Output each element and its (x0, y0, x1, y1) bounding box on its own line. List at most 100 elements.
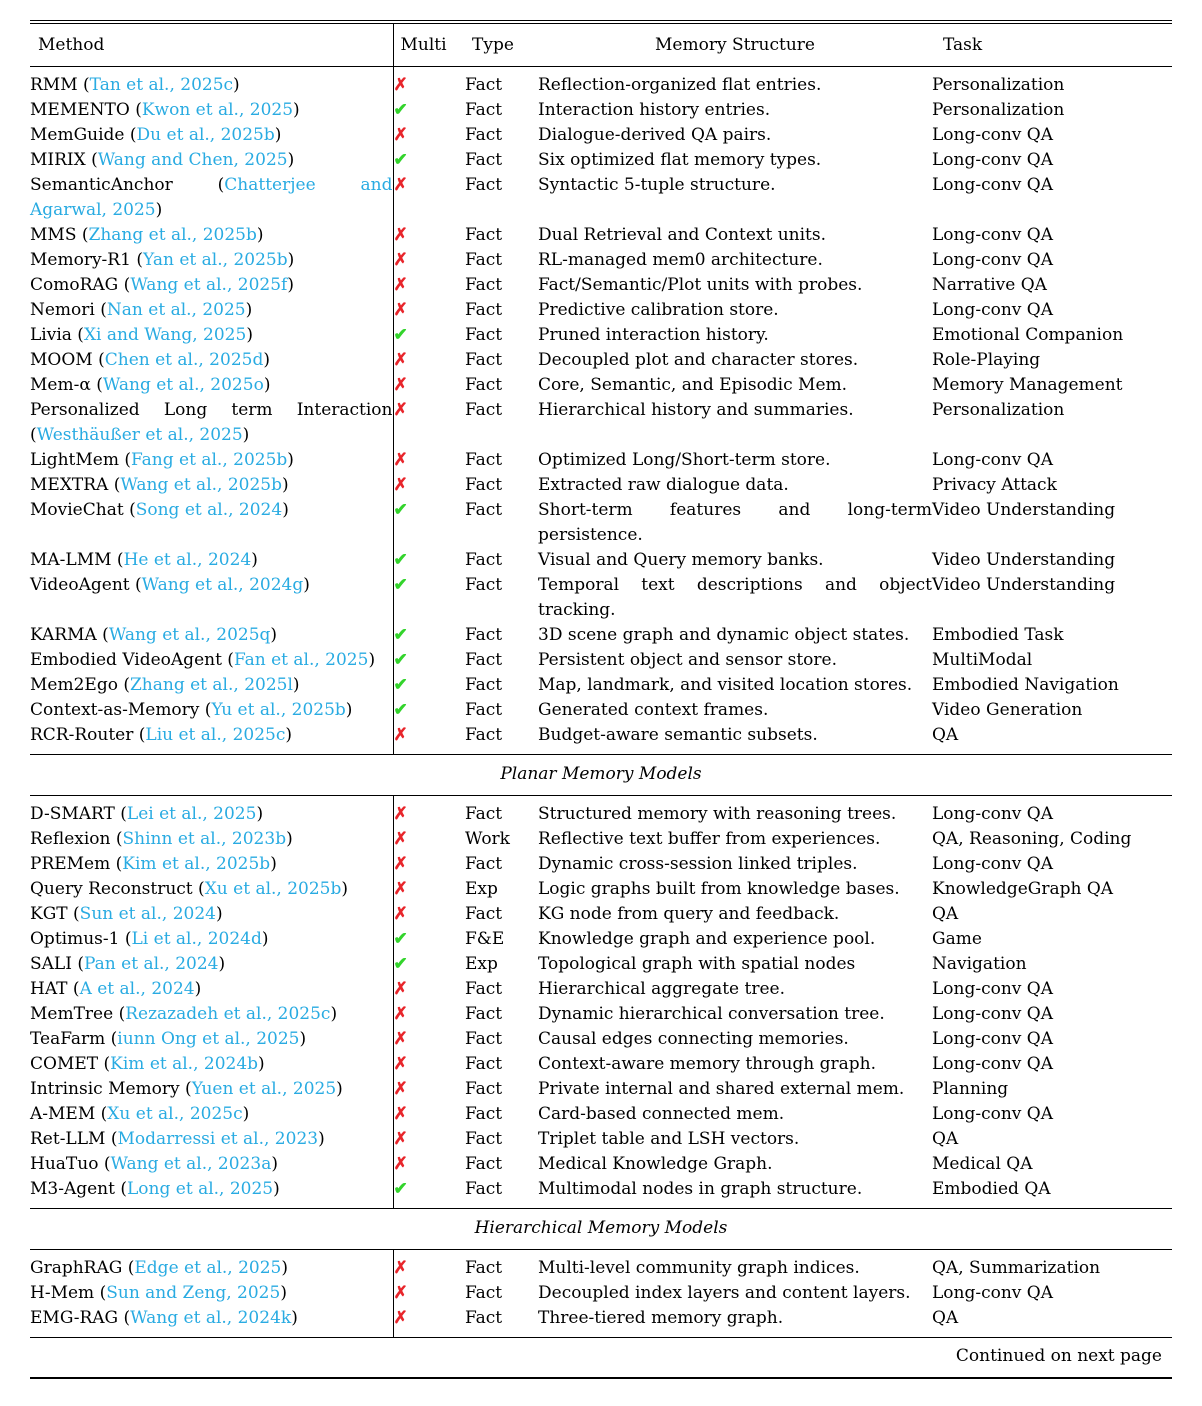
task-cell: Embodied QA (932, 1179, 1051, 1199)
memory-structure-cell: Causal edges connecting memories. (538, 1029, 849, 1049)
type-cell: Exp (465, 954, 498, 974)
memory-structure-cell: Dialogue-derived QA pairs. (538, 125, 772, 145)
citation-link[interactable]: Nan et al., 2025 (106, 300, 246, 320)
cross-icon: ✗ (393, 854, 408, 874)
check-icon: ✔ (393, 325, 408, 345)
table-row: Reflexion (Shinn et al., 2023b) ✗ Work Refl… (30, 827, 1172, 852)
citation-link[interactable]: Chatterjee and Agarwal, 2025 (30, 175, 393, 220)
memory-structure-cell: Reflection-organized flat entries. (538, 75, 822, 95)
type-cell: Fact (465, 1154, 503, 1174)
memory-structure-cell: 3D scene graph and dynamic object states… (538, 625, 910, 645)
cross-icon: ✗ (393, 400, 408, 420)
task-cell: QA, Summarization (932, 1258, 1101, 1278)
method-name: SemanticAnchor (30, 175, 173, 195)
citation-link[interactable]: He et al., 2024 (123, 550, 252, 570)
cross-icon: ✗ (393, 275, 408, 295)
citation-link[interactable]: Yan et al., 2025b (142, 250, 288, 270)
section-title: Hierarchical Memory Models (30, 1208, 1172, 1250)
citation-link[interactable]: Wang et al., 2025f (130, 275, 288, 295)
citation-link[interactable]: Kim et al., 2024b (110, 1054, 259, 1074)
citation-link[interactable]: Sun and Zeng, 2025 (106, 1283, 281, 1303)
check-icon: ✔ (393, 675, 408, 695)
citation-link[interactable]: Song et al., 2024 (135, 500, 283, 520)
citation-link[interactable]: Wang et al., 2025b (120, 475, 282, 495)
method-name: Nemori (30, 300, 95, 320)
citation-link[interactable]: Edge et al., 2025 (134, 1258, 282, 1278)
task-cell: Embodied Navigation (932, 675, 1119, 695)
citation-link[interactable]: Kwon et al., 2025 (141, 100, 294, 120)
citation-close-paren: ) (287, 275, 294, 295)
table-row: RCR-Router (Liu et al., 2025c) ✗ Fact Budge… (30, 723, 1172, 755)
citation-link[interactable]: iunn Ong et al., 2025 (117, 1029, 300, 1049)
memory-structure-cell: Six optimized flat memory types. (538, 150, 822, 170)
citation-link[interactable]: Yu et al., 2025b (211, 700, 346, 720)
citation-link[interactable]: Fan et al., 2025 (233, 650, 369, 670)
type-cell: Fact (465, 175, 503, 195)
citation-close-paren: ) (215, 904, 223, 924)
memory-structure-cell: Private internal and shared external mem… (538, 1079, 905, 1099)
method-cell: HuaTuo (Wang et al., 2023a) (30, 1152, 393, 1177)
multi-cell: ✗ (392, 66, 465, 98)
type-cell: Work (465, 829, 510, 849)
table-row: H-Mem (Sun and Zeng, 2025) ✗ Fact Decoupled… (30, 1281, 1172, 1306)
citation-link[interactable]: Xu et al., 2025b (204, 879, 342, 899)
memory-structure-cell: Structured memory with reasoning trees. (538, 804, 897, 824)
task-cell: Long-conv QA (932, 804, 1054, 824)
citation-link[interactable]: Chen et al., 2025d (104, 350, 264, 370)
citation-link[interactable]: A et al., 2024 (79, 979, 195, 999)
citation-link[interactable]: Modarressi et al., 2023 (117, 1129, 319, 1149)
citation-link[interactable]: Wang et al., 2025q (108, 625, 271, 645)
citation-link[interactable]: Xi and Wang, 2025 (83, 325, 247, 345)
citation-link[interactable]: Wang et al., 2024k (130, 1308, 292, 1328)
cross-icon: ✗ (393, 300, 408, 320)
table-row: SemanticAnchor (Chatterjee and Agarwal, … (30, 173, 1172, 223)
citation-link[interactable]: Li et al., 2024d (131, 929, 262, 949)
cross-icon: ✗ (393, 350, 408, 370)
citation-link[interactable]: Shinn et al., 2023b (122, 829, 287, 849)
section-title: Planar Memory Models (30, 754, 1172, 796)
method-name: Memory-R1 (30, 250, 131, 270)
citation-link[interactable]: Tan et al., 2025c (89, 75, 234, 95)
method-cell: Query Reconstruct (Xu et al., 2025b) (30, 877, 393, 902)
citation-link[interactable]: Fang et al., 2025b (131, 450, 288, 470)
citation-link[interactable]: Pan et al., 2024 (83, 954, 219, 974)
task-cell: QA, Reasoning, Coding (932, 829, 1132, 849)
method-name: MOOM (30, 350, 93, 370)
citation-close-paren: ) (345, 700, 353, 720)
task-cell: KnowledgeGraph QA (932, 879, 1114, 899)
citation-link[interactable]: Zhang et al., 2025l (129, 675, 293, 695)
type-cell: Fact (465, 375, 503, 395)
citation-link[interactable]: Long et al., 2025 (127, 1179, 274, 1199)
citation-link[interactable]: Liu et al., 2025c (145, 725, 286, 745)
task-cell: Navigation (932, 954, 1027, 974)
citation-link[interactable]: Sun et al., 2024 (79, 904, 216, 924)
citation-link[interactable]: Du et al., 2025b (136, 125, 275, 145)
citation-open-paren: ( (179, 1079, 192, 1099)
citation-link[interactable]: Xu et al., 2025c (107, 1104, 243, 1124)
multi-cell: ✔ (392, 323, 465, 348)
citation-link[interactable]: Wang et al., 2023a (110, 1154, 272, 1174)
method-name: VideoAgent (30, 575, 130, 595)
citation-open-paren: ( (94, 1283, 107, 1303)
cross-icon: ✗ (393, 1054, 408, 1074)
citation-link[interactable]: Wang and Chen, 2025 (97, 150, 288, 170)
citation-link[interactable]: Lei et al., 2025 (126, 804, 257, 824)
type-cell: Fact (465, 1308, 503, 1328)
citation-link[interactable]: Westhäußer et al., 2025 (36, 425, 243, 445)
method-cell: Intrinsic Memory (Yuen et al., 2025) (30, 1077, 393, 1102)
memory-structure-cell: Context-aware memory through graph. (538, 1054, 877, 1074)
citation-link[interactable]: Kim et al., 2025b (122, 854, 271, 874)
multi-cell: ✗ (392, 273, 465, 298)
citation-open-paren: ( (122, 1258, 135, 1278)
method-cell: MMS (Zhang et al., 2025b) (30, 223, 393, 248)
citation-link[interactable]: Zhang et al., 2025b (88, 225, 257, 245)
task-cell: Video Generation (932, 700, 1083, 720)
citation-link[interactable]: Wang et al., 2024g (141, 575, 304, 595)
type-cell: Fact (465, 625, 503, 645)
multi-cell: ✗ (392, 1152, 465, 1177)
citation-link[interactable]: Wang et al., 2025o (102, 375, 264, 395)
method-cell: EMG-RAG (Wang et al., 2024k) (30, 1306, 393, 1338)
citation-link[interactable]: Rezazadeh et al., 2025c (125, 1004, 331, 1024)
memory-structure-cell: Reflective text buffer from experiences. (538, 829, 881, 849)
citation-link[interactable]: Yuen et al., 2025 (191, 1079, 337, 1099)
